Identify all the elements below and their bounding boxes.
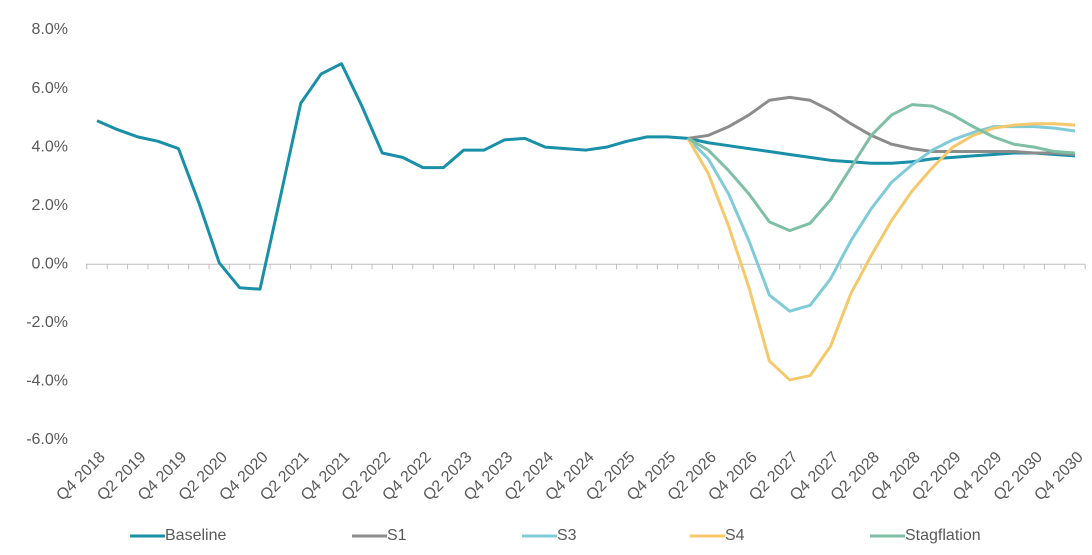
y-tick-label: 2.0% [32, 197, 68, 214]
y-tick-label: -6.0% [26, 431, 68, 448]
y-tick-label: 8.0% [32, 21, 68, 38]
legend-label: Stagflation [905, 527, 981, 544]
legend-label: S1 [387, 527, 407, 544]
series-line [687, 95, 1076, 156]
series-line [687, 103, 1076, 233]
y-tick-label: 0.0% [32, 256, 68, 273]
legend-label: S4 [725, 527, 745, 544]
y-tick-label: 4.0% [32, 138, 68, 155]
legend-label: Baseline [165, 527, 226, 544]
series-line [686, 122, 1076, 382]
y-tick-label: -2.0% [26, 314, 68, 331]
legend-label: S3 [557, 527, 577, 544]
y-tick-label: -4.0% [26, 373, 68, 390]
series-line [96, 62, 1076, 291]
y-tick-label: 6.0% [32, 80, 68, 97]
